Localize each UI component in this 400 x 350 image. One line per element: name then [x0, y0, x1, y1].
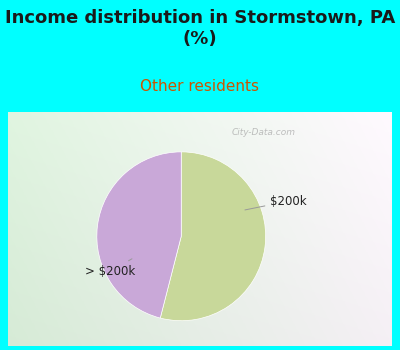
Wedge shape — [97, 152, 181, 318]
Wedge shape — [160, 152, 266, 321]
Text: City-Data.com: City-Data.com — [231, 128, 295, 138]
Text: Other residents: Other residents — [140, 79, 260, 94]
Text: $200k: $200k — [245, 195, 307, 210]
Text: Income distribution in Stormstown, PA
(%): Income distribution in Stormstown, PA (%… — [5, 9, 395, 48]
Text: > $200k: > $200k — [85, 259, 135, 278]
